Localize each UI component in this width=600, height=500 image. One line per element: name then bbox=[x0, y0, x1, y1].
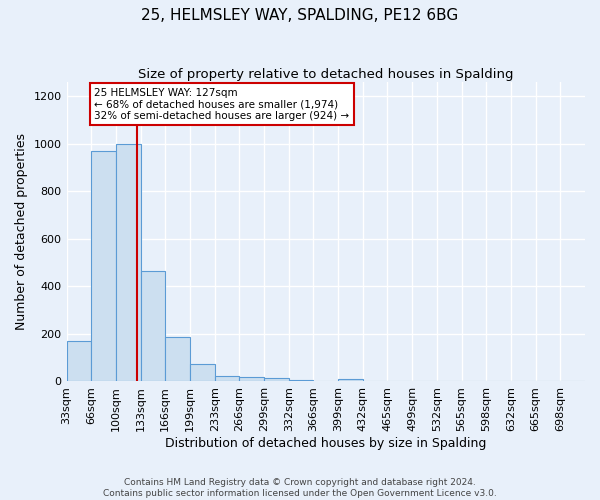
Text: 25, HELMSLEY WAY, SPALDING, PE12 6BG: 25, HELMSLEY WAY, SPALDING, PE12 6BG bbox=[142, 8, 458, 22]
Bar bbox=[289, 380, 313, 382]
Title: Size of property relative to detached houses in Spalding: Size of property relative to detached ho… bbox=[138, 68, 514, 80]
Bar bbox=[215, 376, 239, 382]
Bar bbox=[67, 341, 91, 382]
Text: Contains HM Land Registry data © Crown copyright and database right 2024.
Contai: Contains HM Land Registry data © Crown c… bbox=[103, 478, 497, 498]
Bar bbox=[116, 144, 140, 382]
Bar bbox=[140, 271, 165, 382]
Bar bbox=[239, 377, 264, 382]
Bar bbox=[190, 364, 215, 382]
Y-axis label: Number of detached properties: Number of detached properties bbox=[15, 133, 28, 330]
Bar bbox=[165, 338, 190, 382]
Bar bbox=[338, 378, 363, 382]
Text: 25 HELMSLEY WAY: 127sqm
← 68% of detached houses are smaller (1,974)
32% of semi: 25 HELMSLEY WAY: 127sqm ← 68% of detache… bbox=[94, 88, 349, 121]
Bar bbox=[264, 378, 289, 382]
Bar bbox=[91, 150, 116, 382]
X-axis label: Distribution of detached houses by size in Spalding: Distribution of detached houses by size … bbox=[165, 437, 487, 450]
